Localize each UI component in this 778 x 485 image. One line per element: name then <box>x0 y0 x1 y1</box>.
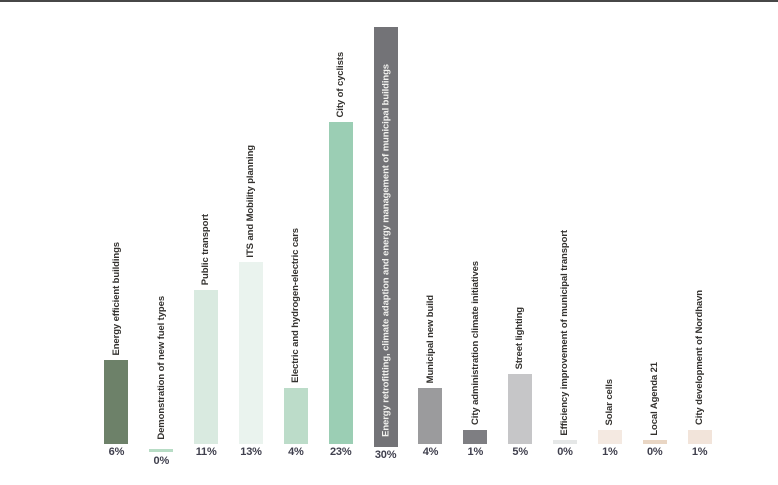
category-label: Efficiency improvement of municipal tran… <box>559 229 571 436</box>
bar-stack: City administration climate initiatives <box>463 27 488 445</box>
bar <box>104 360 129 445</box>
bar-column: Municipal new build 4% <box>408 27 453 479</box>
bar-stack: Public transport <box>194 27 219 445</box>
bar <box>553 440 578 445</box>
category-label: Municipal new build <box>424 294 436 384</box>
bar-column: City development of Nordhavn 1% <box>677 27 722 479</box>
bar-stack: Street lighting <box>508 27 533 445</box>
bar-column: Energy efficient buildings 6% <box>94 27 139 479</box>
bar <box>328 122 353 445</box>
top-rule-divider <box>0 0 778 2</box>
value-label-cell: 4% <box>288 444 304 479</box>
bar-column: City administration climate initiatives 1… <box>453 27 498 479</box>
value-label-cell: 13% <box>240 444 262 479</box>
bar-column: Electric and hydrogen-electric cars 4% <box>273 27 318 479</box>
category-label: Solar cells <box>604 378 616 426</box>
bar-stack: City development of Nordhavn <box>687 27 712 445</box>
value-label-cell: 6% <box>109 444 125 479</box>
bar-stack: Local Agenda 21 <box>642 27 667 445</box>
value-label-cell: 30% <box>374 447 397 479</box>
category-label: Street lighting <box>514 306 526 370</box>
category-label-inside-bar: Energy retrofitting, climate adaption an… <box>379 64 391 437</box>
bar-column: Efficiency improvement of municipal tran… <box>543 27 588 479</box>
bar-column: Demonstration of new fuel types 0% <box>139 27 184 479</box>
value-label: 5% <box>512 446 528 459</box>
value-label: 30% <box>374 449 397 461</box>
category-label: ITS and Mobility planning <box>245 144 257 258</box>
bar <box>597 430 622 445</box>
category-label: Energy efficient buildings <box>110 241 122 356</box>
value-label-cell: 0% <box>149 444 174 479</box>
bar-column: City of cyclists 23% <box>318 27 363 479</box>
value-label: 6% <box>108 446 125 459</box>
value-label-cell: 23% <box>330 444 352 479</box>
bar-column: Street lighting 5% <box>498 27 543 479</box>
bar-stack: Demonstration of new fuel types <box>149 27 173 444</box>
value-label: 11% <box>195 446 217 459</box>
category-label: Demonstration of new fuel types <box>155 295 167 440</box>
bar-stack: City of cyclists <box>328 27 353 445</box>
category-label: Public transport <box>200 213 212 286</box>
bar <box>687 430 712 445</box>
value-label: 0% <box>646 446 663 459</box>
bar <box>463 430 488 445</box>
value-label-cell: 5% <box>512 444 528 479</box>
value-label-cell: 11% <box>196 444 217 479</box>
bar: Energy retrofitting, climate adaption an… <box>373 27 398 447</box>
bar-column: Local Agenda 21 0% <box>632 27 677 479</box>
bar-stack: Municipal new build <box>418 27 443 445</box>
value-label-cell: 0% <box>557 444 573 479</box>
bar <box>194 290 219 445</box>
bar <box>239 262 263 445</box>
value-label-cell: 1% <box>602 444 618 479</box>
bar-chart: Energy efficient buildings 6% Demonstratio… <box>94 27 722 479</box>
value-label: 4% <box>422 446 439 459</box>
category-label: Electric and hydrogen-electric cars <box>290 228 302 384</box>
value-label-cell: 4% <box>423 444 439 479</box>
bar-column: ITS and Mobility planning 13% <box>229 27 274 479</box>
bar-stack: Energy efficient buildings <box>104 27 129 445</box>
bar-stack: Electric and hydrogen-electric cars <box>283 27 308 445</box>
bar-column: Public transport 11% <box>184 27 229 479</box>
value-label: 4% <box>288 446 304 459</box>
value-label: 13% <box>240 446 262 459</box>
category-label: Local Agenda 21 <box>648 361 660 436</box>
value-label-cell: 1% <box>468 444 484 479</box>
value-label: 1% <box>602 446 618 459</box>
bar-column: Energy retrofitting, climate adaption an… <box>363 27 408 479</box>
bar <box>642 440 667 445</box>
value-label: 1% <box>467 446 484 459</box>
value-label-cell: 1% <box>692 444 708 479</box>
bar-stack: ITS and Mobility planning <box>239 27 263 445</box>
category-label: City administration climate initiatives <box>469 261 481 426</box>
value-label: 0% <box>557 446 573 459</box>
bar <box>418 388 443 445</box>
bar <box>508 374 533 445</box>
bar <box>283 388 308 445</box>
bar-stack: Energy retrofitting, climate adaption an… <box>373 27 398 447</box>
zero-value-bar-line <box>149 449 174 453</box>
bar-stack: Solar cells <box>597 27 622 445</box>
category-label: City of cyclists <box>334 51 346 118</box>
value-label-cell: 0% <box>647 444 663 479</box>
category-label: City development of Nordhavn <box>693 290 705 426</box>
bar-stack: Efficiency improvement of municipal tran… <box>553 27 578 445</box>
value-label: 0% <box>153 455 170 468</box>
bar-column: Solar cells 1% <box>587 27 632 479</box>
value-label: 1% <box>691 446 708 459</box>
value-label: 23% <box>330 446 352 459</box>
